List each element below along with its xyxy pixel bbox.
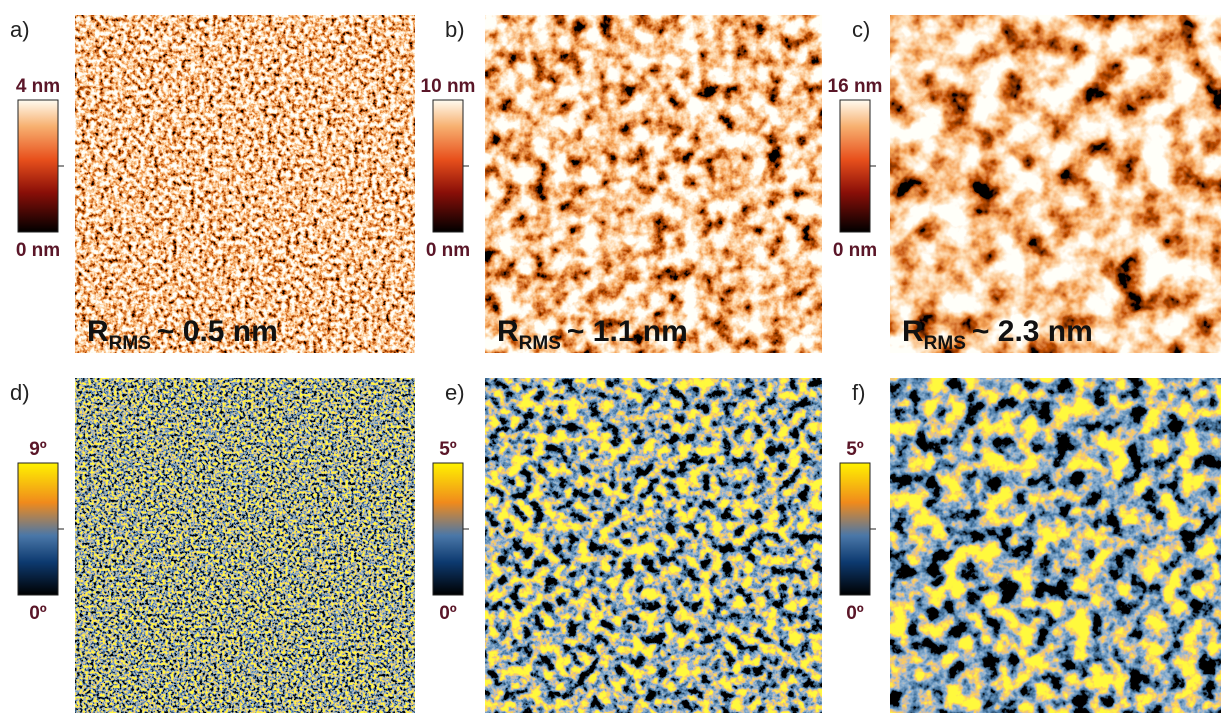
colorbar-min: 0 nm — [833, 240, 877, 261]
afm-image — [485, 378, 822, 713]
afm-image — [890, 15, 1221, 353]
colorbar-min: 0º — [29, 603, 47, 624]
roughness-subscript: RMS — [924, 333, 966, 354]
colorbar-min: 0 nm — [16, 240, 60, 261]
afm-image — [75, 378, 415, 713]
afm-image — [485, 15, 822, 353]
colorbar-min: 0º — [439, 603, 457, 624]
colorbar-max: 16 nm — [828, 76, 883, 97]
panel-label: a) — [10, 17, 30, 42]
afm-image — [75, 15, 415, 353]
colorbar-max: 5º — [439, 439, 457, 460]
colorbar-max: 10 nm — [421, 76, 476, 97]
colorbar — [433, 463, 463, 595]
colorbar — [18, 463, 58, 595]
roughness-symbol: R — [497, 315, 519, 348]
panel-label: f) — [852, 380, 865, 405]
roughness-value: ~ 1.1 nm — [567, 315, 688, 348]
panel-label: e) — [445, 380, 465, 405]
colorbar-min: 0º — [846, 603, 864, 624]
figure: a)4 nm0 nmRRMS~ 0.5 nmb)10 nm0 nmRRMS~ 1… — [0, 0, 1221, 713]
roughness-subscript: RMS — [109, 333, 151, 354]
panel-label: b) — [445, 17, 465, 42]
colorbar — [433, 100, 463, 232]
roughness-value: ~ 0.5 nm — [157, 315, 278, 348]
panel-label: d) — [10, 380, 30, 405]
colorbar-max: 4 nm — [16, 76, 60, 97]
colorbar-min: 0 nm — [426, 240, 470, 261]
roughness-value: ~ 2.3 nm — [972, 315, 1093, 348]
colorbar-max: 9º — [29, 439, 47, 460]
colorbar — [840, 463, 870, 595]
panel-label: c) — [852, 17, 870, 42]
colorbar-max: 5º — [846, 439, 864, 460]
afm-image — [890, 378, 1221, 713]
roughness-symbol: R — [902, 315, 924, 348]
roughness-subscript: RMS — [519, 333, 561, 354]
colorbar — [18, 100, 58, 232]
colorbar — [840, 100, 870, 232]
roughness-symbol: R — [87, 315, 109, 348]
